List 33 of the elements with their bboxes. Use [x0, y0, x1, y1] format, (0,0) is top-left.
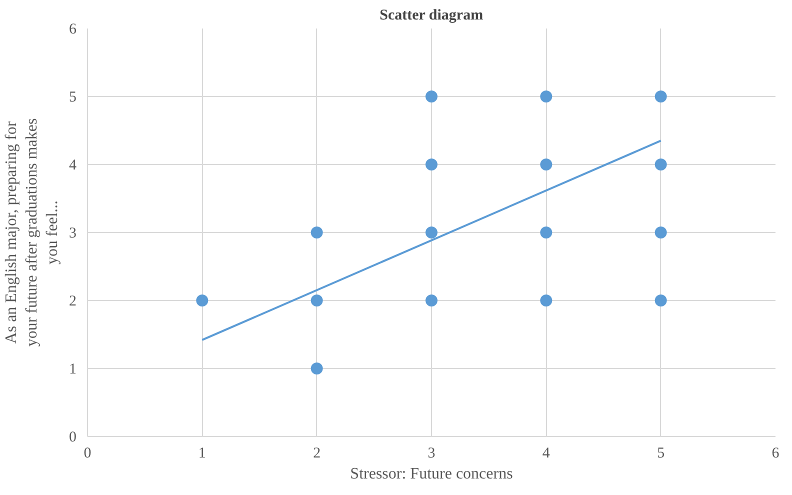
- y-tick-label: 6: [69, 22, 77, 38]
- x-tick-label: 6: [772, 446, 780, 462]
- point: [654, 226, 667, 238]
- point: [426, 294, 438, 306]
- point: [426, 226, 438, 238]
- y-axis-title: As an English major, preparing for your future after graduations makes you feel...: [3, 118, 61, 347]
- point: [426, 158, 438, 170]
- x-tick-label: 1: [198, 446, 206, 462]
- point: [540, 158, 552, 170]
- x-axis-title: Stressor: Future concerns: [350, 466, 513, 482]
- point: [310, 362, 323, 374]
- point: [540, 226, 552, 238]
- point: [654, 90, 667, 102]
- chart-title: Scatter diagram: [380, 8, 484, 24]
- y-tick-label: 1: [69, 362, 76, 378]
- x-tick-label: 3: [428, 446, 436, 462]
- point: [310, 226, 323, 238]
- point: [540, 90, 552, 102]
- point: [310, 294, 323, 306]
- point: [426, 90, 438, 102]
- y-tick-label: 2: [69, 294, 76, 310]
- point: [540, 294, 552, 306]
- point: [654, 294, 667, 306]
- x-tick-label: 5: [657, 446, 665, 462]
- y-tick-label: 0: [69, 430, 76, 446]
- y-tick-label: 4: [69, 158, 77, 174]
- x-tick-label: 0: [84, 446, 92, 462]
- y-tick-label: 5: [69, 90, 76, 106]
- x-tick-label: 4: [542, 446, 550, 462]
- x-tick-label: 2: [313, 446, 321, 462]
- point: [196, 294, 208, 306]
- y-tick-label: 3: [69, 226, 76, 242]
- point: [654, 158, 667, 170]
